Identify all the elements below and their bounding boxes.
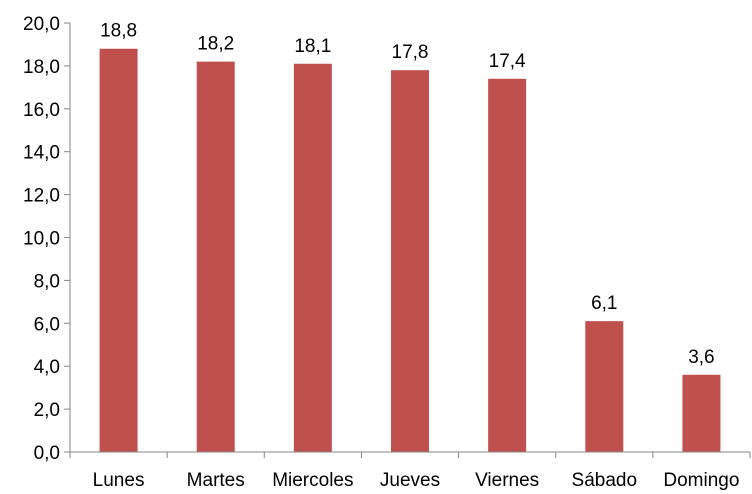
bars <box>99 48 721 453</box>
category-label: Sábado <box>572 470 638 491</box>
y-tick-label: 0,0 <box>34 443 60 464</box>
bar-viernes <box>488 78 527 453</box>
category-label: Domingo <box>663 470 739 491</box>
bar-lunes <box>99 48 138 453</box>
data-label: 18,8 <box>100 21 137 42</box>
data-label: 18,1 <box>294 36 331 57</box>
y-axis: 0,0 2,0 4,0 6,0 8,0 10,0 12,0 14,0 16,0 18,0 20,0 <box>23 14 71 464</box>
category-label: Viernes <box>475 470 539 491</box>
bar-martes <box>196 61 235 453</box>
x-axis: Lunes Martes Miercoles Jueves Viernes Sábado D… <box>69 451 751 491</box>
y-tick-label: 4,0 <box>34 357 60 378</box>
data-label: 17,4 <box>489 51 526 72</box>
category-label: Martes <box>187 470 245 491</box>
category-label: Jueves <box>380 470 440 491</box>
data-label: 6,1 <box>591 293 617 314</box>
y-tick-label: 12,0 <box>23 186 60 207</box>
y-tick-label: 2,0 <box>34 400 60 421</box>
data-label: 17,8 <box>392 42 429 63</box>
y-tick-label: 20,0 <box>23 14 60 35</box>
y-tick-label: 6,0 <box>34 314 60 335</box>
category-label: Miercoles <box>272 470 353 491</box>
category-label: Lunes <box>93 470 145 491</box>
y-tick-label: 14,0 <box>23 143 60 164</box>
bar-jueves <box>391 70 429 452</box>
bar-sábado <box>585 321 624 452</box>
bar-domingo <box>682 374 721 452</box>
y-tick-label: 18,0 <box>23 57 60 78</box>
data-labels: 18,8 18,2 18,1 17,8 17,4 6,1 3,6 <box>100 21 715 368</box>
data-label: 18,2 <box>197 34 234 55</box>
y-tick-label: 16,0 <box>23 100 60 121</box>
y-tick-label: 8,0 <box>34 271 60 292</box>
y-tick-label: 10,0 <box>23 229 60 250</box>
data-label: 3,6 <box>688 347 714 368</box>
bar-miercoles <box>293 63 332 452</box>
